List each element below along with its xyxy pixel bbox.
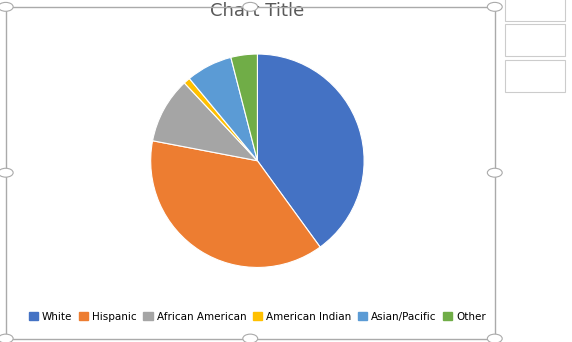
Wedge shape [150,141,320,267]
Wedge shape [184,79,257,161]
Wedge shape [257,54,364,247]
Title: Chart Title: Chart Title [210,2,304,20]
Wedge shape [189,57,257,161]
Wedge shape [153,83,257,161]
Wedge shape [231,54,257,161]
Legend: White, Hispanic, African American, American Indian, Asian/Pacific, Other: White, Hispanic, African American, Ameri… [26,310,488,324]
